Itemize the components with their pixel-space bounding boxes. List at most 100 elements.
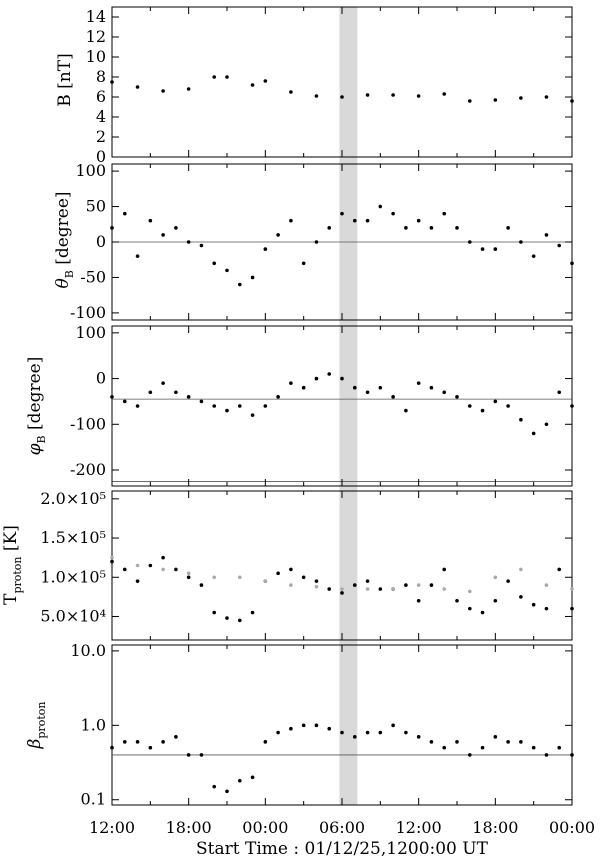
- data-point: [237, 282, 242, 287]
- data-point: [110, 226, 114, 230]
- data-point: [289, 381, 293, 385]
- data-point: [314, 579, 319, 583]
- data-point: [250, 413, 255, 417]
- data-point: [557, 390, 562, 395]
- data-point: [416, 598, 421, 603]
- data-point: [301, 385, 306, 390]
- data-point: [161, 740, 165, 744]
- data-point: [519, 567, 523, 572]
- y-tick-label: 0.1: [81, 790, 106, 809]
- data-point: [314, 94, 319, 98]
- y-tick-label: 1.0×10⁵: [40, 567, 106, 586]
- data-point: [531, 431, 536, 436]
- data-point: [161, 555, 165, 560]
- data-point: [352, 735, 357, 739]
- data-point: [416, 218, 421, 223]
- data-point: [186, 395, 191, 399]
- data-point: [135, 254, 140, 258]
- data-point: [391, 395, 395, 399]
- data-point: [186, 571, 191, 576]
- data-point: [365, 390, 370, 395]
- data-point: [186, 753, 191, 757]
- data-point: [442, 92, 447, 96]
- data-point: [327, 372, 332, 376]
- data-point: [455, 598, 459, 603]
- y-tick-label: 4: [96, 107, 106, 126]
- data-point: [570, 99, 574, 103]
- data-point: [161, 89, 165, 93]
- data-point: [570, 261, 574, 266]
- panel-ylabel: Tproton [K]: [1, 525, 24, 605]
- data-point: [506, 740, 510, 744]
- y-tick-label: 0: [96, 369, 106, 388]
- data-point: [506, 579, 510, 583]
- data-point: [122, 567, 127, 572]
- y-tick-label: -100: [70, 414, 106, 433]
- data-point: [455, 740, 459, 744]
- data-point: [442, 587, 447, 591]
- data-point: [327, 587, 332, 591]
- y-tick-label: 100: [75, 161, 106, 180]
- x-tick-labels: 12:00 18:00 00:00 06:00 12:00 18:00 00:00: [89, 818, 595, 837]
- data-point: [186, 87, 191, 91]
- data-point: [531, 745, 536, 750]
- data-point: [212, 404, 217, 408]
- series: [110, 372, 574, 436]
- data-point: [212, 575, 217, 580]
- data-point: [301, 723, 306, 728]
- data-point: [289, 583, 293, 587]
- data-point: [416, 583, 421, 587]
- data-point: [519, 96, 523, 100]
- data-point: [237, 618, 242, 623]
- data-point: [519, 740, 523, 744]
- data-point: [467, 99, 472, 103]
- data-point: [135, 404, 140, 408]
- data-point: [327, 226, 332, 230]
- data-point: [263, 740, 268, 744]
- data-point: [110, 80, 114, 84]
- y-tick-label: 12: [86, 27, 106, 46]
- data-point: [378, 587, 383, 591]
- data-point: [352, 583, 357, 587]
- data-point: [557, 745, 562, 750]
- x-tick-label: 18:00: [472, 818, 518, 837]
- data-point: [148, 745, 153, 750]
- data-point: [416, 381, 421, 385]
- y-tick-label: -200: [70, 460, 106, 479]
- data-point: [544, 95, 549, 99]
- data-point: [263, 79, 268, 83]
- data-point: [365, 579, 370, 583]
- data-point: [340, 591, 344, 595]
- data-point: [327, 726, 332, 731]
- y-tick-label: 6: [96, 87, 106, 106]
- data-point: [506, 404, 510, 408]
- data-point: [570, 587, 574, 591]
- y-tick-label: -50: [80, 267, 106, 286]
- data-point: [467, 606, 472, 611]
- data-point: [416, 735, 421, 739]
- data-point: [467, 404, 472, 408]
- data-point: [250, 83, 255, 87]
- data-point: [225, 616, 229, 620]
- y-tick-label: 1.5×10⁵: [40, 528, 106, 547]
- x-tick-label: 06:00: [319, 818, 365, 837]
- data-point: [544, 422, 549, 427]
- data-point: [455, 226, 459, 230]
- panel-proton-beta: βproton 0.1 1.0 10.0: [25, 641, 574, 809]
- data-point: [442, 745, 447, 750]
- data-point: [391, 723, 395, 728]
- data-point: [301, 261, 306, 266]
- data-point: [225, 408, 229, 413]
- data-point: [110, 745, 114, 750]
- y-tick-label: 5.0×10⁴: [40, 606, 106, 625]
- data-point: [404, 583, 408, 587]
- y-tick-label: 10: [86, 47, 106, 66]
- data-point: [340, 730, 344, 735]
- data-point: [263, 404, 268, 408]
- y-tick-label: 8: [96, 67, 106, 86]
- series: [110, 723, 574, 794]
- data-point: [250, 775, 255, 780]
- data-point: [135, 740, 140, 744]
- data-point: [301, 575, 306, 580]
